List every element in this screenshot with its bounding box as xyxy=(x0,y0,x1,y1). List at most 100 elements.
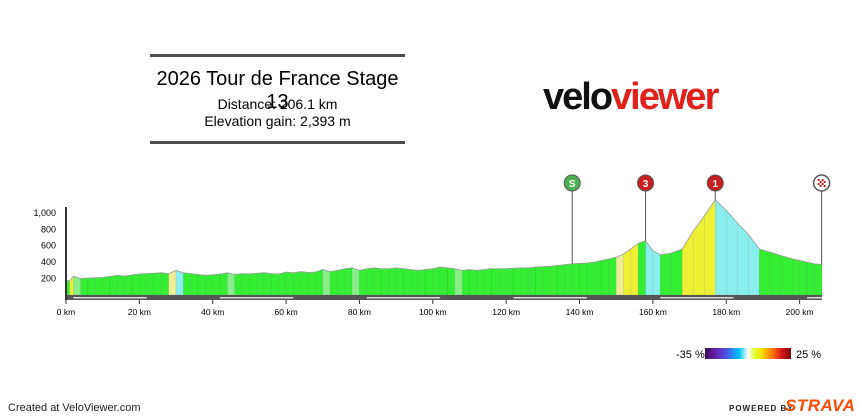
profile-segment xyxy=(168,269,177,296)
x-tick-label: 160 km xyxy=(639,307,667,317)
profile-segment xyxy=(285,271,294,296)
gradient-legend-max: 25 % xyxy=(796,349,822,361)
profile-segment xyxy=(388,267,397,296)
gradient-legend-bar xyxy=(705,348,791,359)
profile-segment xyxy=(615,253,624,296)
profile-segment xyxy=(715,199,727,296)
profile-segment xyxy=(759,248,771,296)
profile-segment xyxy=(403,268,412,296)
strava-logo: STRAVA xyxy=(785,396,856,415)
profile-segment xyxy=(205,274,213,296)
x-tick-label: 40 km xyxy=(201,307,224,317)
logo-velo: velo xyxy=(543,76,613,118)
profile-segment xyxy=(579,262,588,296)
profile-segment xyxy=(637,240,646,296)
profile-segment xyxy=(190,273,199,296)
finish-flag-check xyxy=(817,183,820,185)
profile-segment xyxy=(498,268,507,296)
header-rule-top xyxy=(150,54,405,57)
profile-segment xyxy=(359,268,368,296)
profile-segment xyxy=(351,267,360,296)
road-band-dash xyxy=(806,297,822,299)
powered-by-label: POWERED BY xyxy=(729,404,794,413)
profile-segment xyxy=(483,268,492,296)
road-band-dash xyxy=(73,297,147,299)
y-tick-label: 800 xyxy=(41,224,56,234)
profile-segment xyxy=(799,260,808,296)
x-tick-label: 60 km xyxy=(275,307,298,317)
profile-segment xyxy=(748,233,760,296)
logo-viewer: viewer xyxy=(611,76,719,118)
profile-segment xyxy=(183,272,191,296)
road-band-dash xyxy=(513,297,587,299)
profile-segment xyxy=(278,271,287,296)
profile-segment xyxy=(293,271,302,296)
finish-flag-check xyxy=(817,179,820,181)
profile-segment xyxy=(476,269,485,296)
profile-segment xyxy=(161,272,169,296)
profile-segment xyxy=(307,271,316,296)
gradient-legend-min: -35 % xyxy=(676,349,705,361)
profile-segment xyxy=(197,274,206,296)
profile-segment xyxy=(549,265,558,296)
profile-segment xyxy=(806,261,815,296)
created-at-label: Created at VeloViewer.com xyxy=(8,402,141,414)
climb-marker-icon xyxy=(637,174,655,192)
x-tick-label: 80 km xyxy=(348,307,371,317)
profile-segment xyxy=(373,267,382,296)
header-rule-bottom xyxy=(150,141,405,144)
profile-segment xyxy=(593,260,602,296)
road-band-dash xyxy=(660,297,734,299)
profile-segment xyxy=(542,265,551,296)
profile-segment xyxy=(410,269,419,296)
profile-segment xyxy=(726,209,738,296)
profile-segment xyxy=(175,270,184,296)
profile-segment xyxy=(737,222,749,296)
profile-segment xyxy=(117,275,125,296)
profile-segment xyxy=(95,277,103,296)
y-tick-label: 1,000 xyxy=(33,208,56,218)
finish-flag-check xyxy=(821,183,824,185)
finish-flag-check xyxy=(823,181,826,183)
profile-segment xyxy=(271,273,280,296)
climb-marker-label: 1 xyxy=(712,179,718,190)
profile-segment xyxy=(535,266,544,296)
x-tick-label: 140 km xyxy=(566,307,594,317)
profile-segment xyxy=(659,252,672,296)
profile-segment xyxy=(381,268,390,296)
profile-segment xyxy=(241,273,250,296)
profile-segment xyxy=(425,268,434,296)
profile-segment xyxy=(564,263,573,296)
profile-segment xyxy=(781,255,793,296)
profile-segment xyxy=(109,274,118,296)
profile-segment xyxy=(249,272,257,296)
x-tick-label: 100 km xyxy=(419,307,447,317)
sprint-marker-icon xyxy=(563,174,581,192)
road-band xyxy=(66,295,822,300)
profile-segment xyxy=(300,271,309,296)
x-tick-label: 200 km xyxy=(786,307,814,317)
profile-segment xyxy=(234,273,243,296)
profile-segment xyxy=(131,273,140,296)
profile-segment xyxy=(505,268,514,296)
y-tick-label: 200 xyxy=(41,274,56,284)
x-tick-label: 180 km xyxy=(712,307,740,317)
profile-segment xyxy=(212,273,221,296)
profile-segment xyxy=(692,215,705,296)
profile-segment xyxy=(263,272,272,296)
climb-marker-icon xyxy=(706,174,724,192)
profile-segment xyxy=(227,272,235,296)
profile-segment xyxy=(153,272,162,296)
profile-segment xyxy=(461,269,470,296)
profile-segment xyxy=(608,256,617,296)
profile-segment xyxy=(652,250,661,296)
x-tick-label: 0 km xyxy=(57,307,75,317)
profile-segment xyxy=(520,267,529,296)
y-tick-label: 600 xyxy=(41,241,56,251)
profile-segment xyxy=(124,274,133,296)
profile-segment xyxy=(322,269,331,296)
profile-segment xyxy=(366,267,375,296)
profile-segment xyxy=(447,267,456,296)
profile-segment xyxy=(527,266,536,296)
profile-segment xyxy=(329,270,338,296)
